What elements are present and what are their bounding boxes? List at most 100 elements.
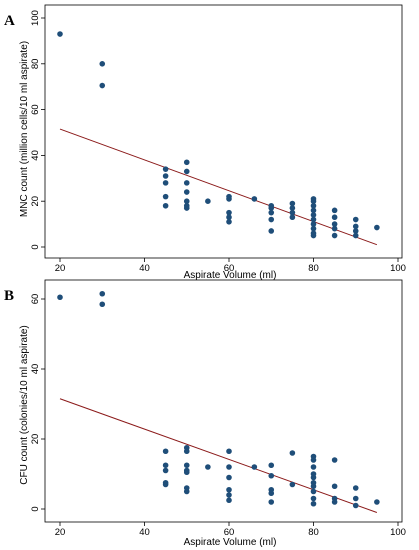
x-tick-label-b: 20 <box>55 527 66 538</box>
x-tick-label-a: 60 <box>224 263 235 274</box>
data-point-a <box>331 207 338 214</box>
data-point-b <box>226 486 232 493</box>
data-point-b <box>331 483 338 490</box>
data-point-a <box>226 219 232 225</box>
data-point-b <box>268 499 275 505</box>
x-axis-label-b: Aspirate Volume (ml) <box>184 537 277 548</box>
y-tick-label-b: 60 <box>30 294 41 305</box>
data-point-b <box>162 462 169 469</box>
data-point-a <box>310 212 317 218</box>
data-point-b <box>310 464 317 470</box>
data-point-b <box>99 290 106 297</box>
data-point-a <box>268 205 275 211</box>
data-point-a <box>352 232 359 239</box>
data-point-b <box>310 488 317 495</box>
data-point-b <box>352 495 359 502</box>
y-tick-label-a: 0 <box>30 244 41 249</box>
data-point-b <box>310 457 317 463</box>
data-point-a <box>205 198 211 204</box>
data-point-a <box>183 189 190 195</box>
data-point-b <box>205 464 211 470</box>
data-point-b <box>310 474 317 481</box>
x-tick-label-a: 100 <box>390 263 406 274</box>
data-point-b <box>310 495 317 502</box>
data-point-a <box>310 202 317 209</box>
data-point-a <box>57 31 63 37</box>
data-point-a <box>162 180 169 186</box>
data-point-b <box>331 499 338 505</box>
data-point-b <box>183 462 190 469</box>
data-point-a <box>331 225 338 232</box>
data-point-b <box>331 457 338 463</box>
data-point-a <box>310 198 317 204</box>
data-point-a <box>183 180 190 186</box>
y-axis-label-a: MNC count (million cells/10 ml aspirate) <box>19 41 30 217</box>
data-point-b <box>268 490 275 497</box>
y-tick-label-b: 20 <box>30 434 41 445</box>
y-tick-label-a: 60 <box>30 104 41 115</box>
data-point-b <box>352 485 359 491</box>
data-point-b <box>162 448 169 455</box>
panel-a: A MNC count (million cells/10 ml aspirat… <box>4 4 406 281</box>
data-point-b <box>268 472 275 479</box>
plot-frame-a <box>44 4 403 259</box>
data-point-a <box>99 61 106 67</box>
x-tick-label-b: 60 <box>224 527 235 538</box>
data-point-a <box>183 159 190 166</box>
data-point-a <box>162 166 169 172</box>
data-point-b <box>352 502 359 509</box>
plot-frame-b <box>44 279 403 523</box>
x-tick-label-b: 40 <box>139 527 150 538</box>
data-point-b <box>183 469 190 476</box>
data-point-a <box>162 202 169 209</box>
x-tick-label-a: 80 <box>308 263 319 274</box>
data-point-b <box>374 499 380 505</box>
data-point-b <box>226 497 232 504</box>
data-point-a <box>99 82 106 89</box>
data-point-a <box>310 216 317 223</box>
x-tick-label-b: 80 <box>308 527 319 538</box>
data-point-a <box>331 232 338 239</box>
data-point-b <box>251 464 258 470</box>
y-tick-label-a: 80 <box>30 59 41 70</box>
data-point-a <box>268 209 275 216</box>
y-tick-label-b: 0 <box>30 506 41 511</box>
data-point-b <box>268 462 275 469</box>
data-point-a <box>310 232 317 239</box>
panel-b: B CFU count (colonies/10 ml aspirate) As… <box>4 279 406 548</box>
data-point-a <box>352 223 359 230</box>
y-tick-label-a: 20 <box>30 196 41 207</box>
data-point-a <box>268 228 275 234</box>
fit-line-b <box>59 398 378 513</box>
data-point-a <box>162 173 169 179</box>
data-point-a <box>183 198 190 204</box>
data-point-a <box>226 209 232 216</box>
x-tick-label-a: 40 <box>139 263 150 274</box>
data-point-a <box>183 205 190 211</box>
data-point-a <box>183 168 190 175</box>
data-point-b <box>99 301 106 308</box>
data-point-b <box>289 450 296 456</box>
x-tick-label-b: 100 <box>390 527 406 538</box>
y-tick-label-a: 100 <box>30 10 41 26</box>
data-point-b <box>289 481 296 488</box>
data-point-a <box>162 193 169 200</box>
data-point-a <box>289 214 296 221</box>
data-point-b <box>310 483 317 490</box>
data-point-a <box>268 216 275 223</box>
x-axis-label-a: Aspirate Volume (ml) <box>184 270 277 281</box>
data-point-a <box>374 224 380 231</box>
data-point-b <box>226 492 232 498</box>
data-point-a <box>226 214 232 221</box>
data-point-a <box>289 205 296 211</box>
panel-letter-b: B <box>4 288 14 304</box>
data-point-a <box>251 196 258 202</box>
data-point-b <box>310 500 317 507</box>
data-point-b <box>57 294 63 301</box>
data-point-a <box>352 228 359 234</box>
data-point-a <box>289 209 296 216</box>
data-point-a <box>310 207 317 214</box>
data-point-b <box>226 464 232 470</box>
y-axis-label-b: CFU count (colonies/10 ml aspirate) <box>19 325 30 485</box>
